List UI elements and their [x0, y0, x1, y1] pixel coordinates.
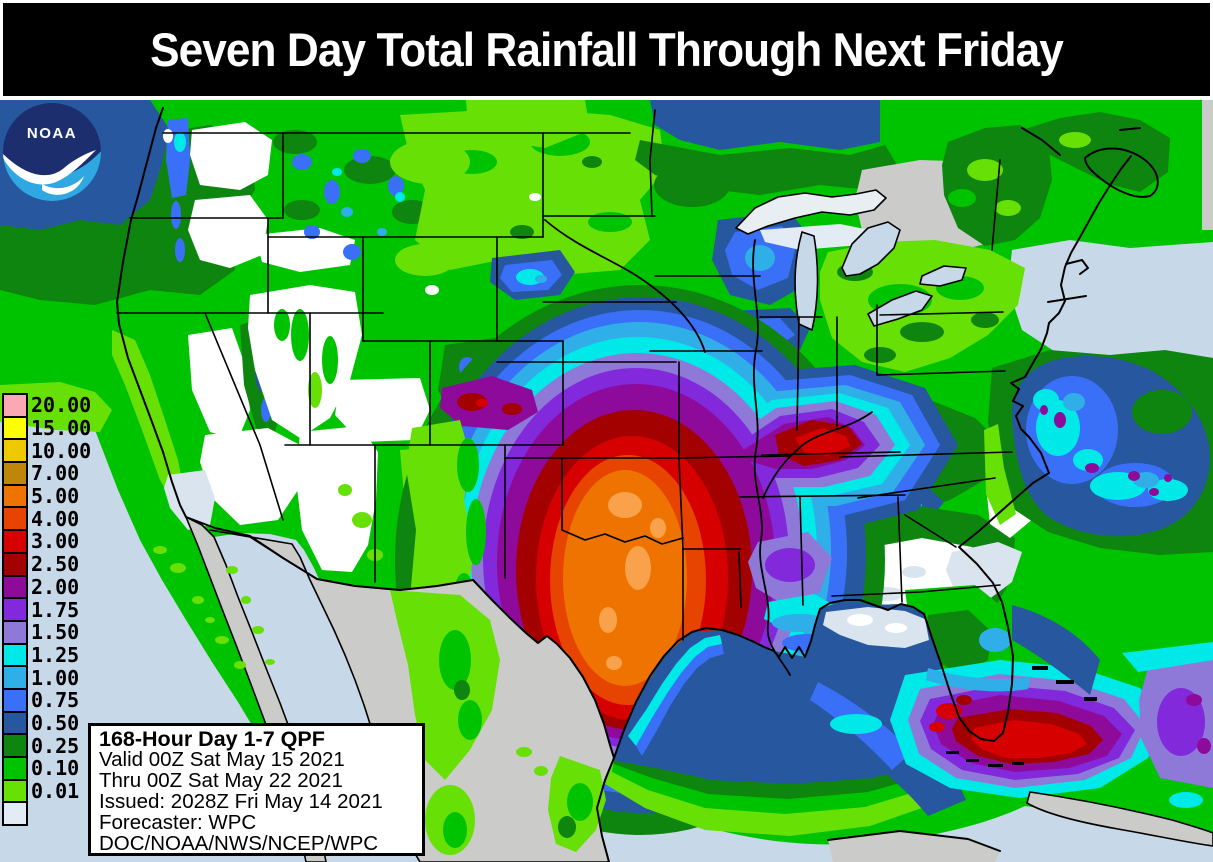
legend-swatch — [2, 415, 28, 441]
legend-swatch — [2, 461, 28, 486]
legend-entry: 0.01 — [2, 778, 91, 804]
info-box-line: Valid 00Z Sat May 15 2021 — [99, 747, 345, 771]
legend-entry: 4.00 — [2, 506, 91, 532]
legend-swatch — [2, 801, 28, 827]
legend-entry-below-min — [2, 801, 91, 827]
legend-entry: 5.00 — [2, 483, 91, 509]
info-box-line: 168-Hour Day 1-7 QPF — [99, 727, 325, 751]
legend-swatch — [2, 574, 28, 600]
legend-swatch — [2, 597, 28, 622]
legend-label: 7.00 — [31, 461, 80, 486]
legend-swatch — [2, 733, 28, 758]
legend-label: 0.50 — [31, 710, 80, 735]
legend-entry: 10.00 — [2, 438, 92, 464]
info-box: 168-Hour Day 1-7 QPF Valid 00Z Sat May 15… — [88, 723, 425, 856]
legend-entry: 0.10 — [2, 756, 91, 781]
legend-swatch — [2, 483, 28, 509]
legend: 20.00 15.00 10.00 7.00 5.00 4.00 3.00 2.50 2.00 1… — [2, 393, 92, 827]
legend-entry: 2.50 — [2, 551, 91, 577]
legend-label: 20.00 — [31, 393, 92, 418]
legend-label: 5.00 — [31, 484, 80, 509]
legend-label: 2.00 — [31, 574, 80, 599]
legend-entry: 3.00 — [2, 529, 91, 554]
legend-entry: 0.75 — [2, 687, 91, 713]
legend-swatch — [2, 551, 28, 577]
legend-entries: 20.00 15.00 10.00 7.00 5.00 4.00 3.00 2.50 2.00 1… — [2, 393, 92, 827]
legend-label: 15.00 — [31, 416, 92, 441]
legend-label: 3.00 — [31, 529, 80, 554]
info-box-line: DOC/NOAA/NWS/NCEP/WPC — [99, 831, 379, 855]
info-box-line: Thru 00Z Sat May 22 2021 — [99, 768, 343, 792]
legend-entry: 1.00 — [2, 665, 91, 690]
legend-label: 1.75 — [31, 597, 80, 622]
title-banner: Seven Day Total Rainfall Through Next Fr… — [3, 3, 1210, 96]
state-borders — [116, 109, 1013, 641]
legend-swatch — [2, 529, 28, 554]
legend-label: 1.00 — [31, 665, 80, 690]
legend-entry: 0.50 — [2, 710, 91, 736]
legend-label: 4.00 — [31, 506, 80, 531]
legend-label: 2.50 — [31, 552, 80, 577]
great-lakes — [735, 189, 967, 331]
legend-swatch — [2, 506, 28, 532]
page-title: Seven Day Total Rainfall Through Next Fr… — [150, 23, 1064, 76]
legend-entry: 1.25 — [2, 642, 91, 668]
legend-entry: 0.25 — [2, 733, 91, 758]
atlantic-storm-contours — [984, 350, 1213, 555]
legend-label: 10.00 — [31, 438, 92, 463]
legend-label: 0.10 — [31, 756, 80, 781]
legend-entry: 2.00 — [2, 574, 91, 600]
legend-entry: 1.75 — [2, 597, 91, 622]
noaa-logo-label: NOAA — [27, 125, 77, 142]
legend-swatch — [2, 756, 28, 781]
legend-label: 0.75 — [31, 688, 80, 713]
map-area: 20.00 15.00 10.00 7.00 5.00 4.00 3.00 2.50 2.00 1… — [0, 100, 1213, 862]
legend-swatch — [2, 778, 28, 804]
legend-entry: 1.50 — [2, 619, 91, 645]
legend-swatch — [2, 642, 28, 668]
legend-entry: 20.00 — [2, 393, 91, 418]
legend-swatch — [2, 665, 28, 690]
legend-swatch — [2, 438, 28, 464]
legend-label: 0.25 — [31, 733, 80, 758]
legend-label: 1.50 — [31, 620, 80, 645]
legend-label: 0.01 — [31, 779, 80, 804]
noaa-logo: NOAA — [3, 103, 101, 201]
info-box-line: Forecaster: WPC — [99, 810, 257, 834]
legend-entry: 7.00 — [2, 461, 91, 486]
rivers — [544, 219, 873, 676]
info-box-line: Issued: 2028Z Fri May 14 2021 — [99, 789, 383, 813]
gulf-coast-contours — [605, 600, 994, 836]
legend-swatch — [2, 393, 28, 418]
legend-label: 1.25 — [31, 642, 80, 667]
legend-swatch — [2, 687, 28, 713]
legend-entry: 15.00 — [2, 415, 92, 441]
legend-swatch — [2, 619, 28, 645]
islands — [827, 666, 1213, 862]
legend-swatch — [2, 710, 28, 736]
